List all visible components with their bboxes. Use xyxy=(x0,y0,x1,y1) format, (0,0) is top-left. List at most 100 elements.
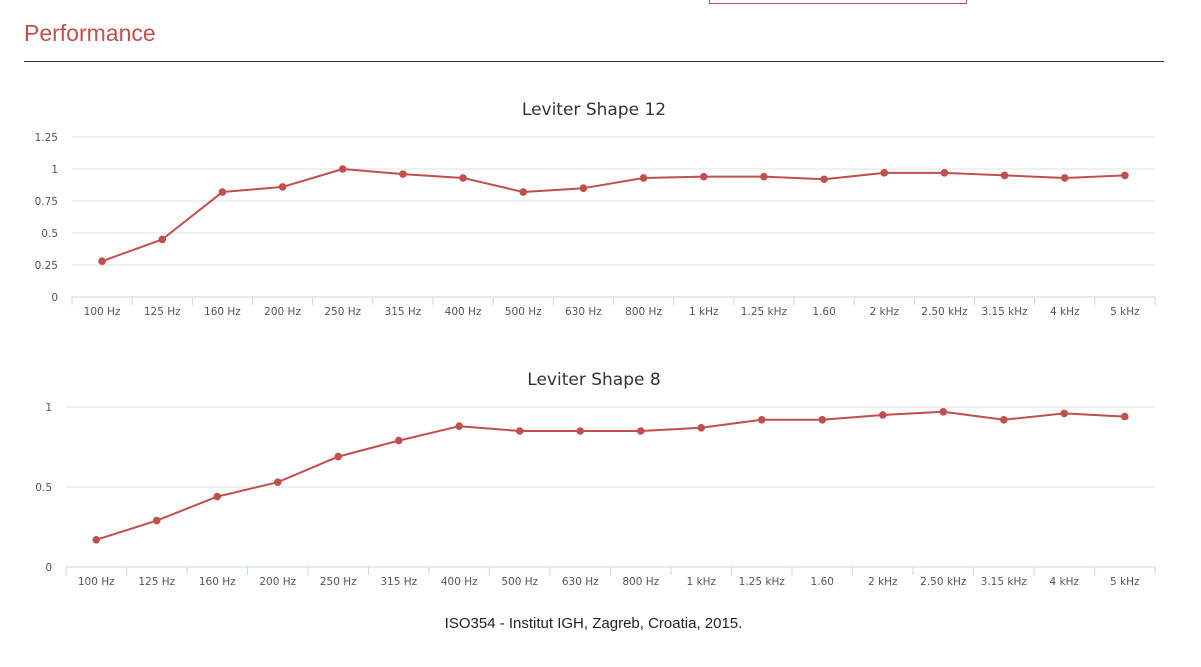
series-line xyxy=(101,168,1125,263)
x-tick-label: 2 kHz xyxy=(868,576,898,588)
data-point[interactable] xyxy=(760,172,768,181)
top-outlined-box xyxy=(709,0,967,4)
chart-leviter-shape-12: 0 0.25 0.5 0.75 1 1.25 100 Hz 125 Hz 160 Hz 200 … xyxy=(35,100,1156,318)
chart-y-axis: 0 0.25 0.5 0.75 1 1.25 xyxy=(35,132,58,304)
x-tick-label: 2.50 kHz xyxy=(921,306,968,318)
x-tick-label: 500 Hz xyxy=(505,306,542,318)
data-point[interactable] xyxy=(636,427,645,435)
chart-title: Leviter Shape 12 xyxy=(522,100,666,120)
chart-leviter-shape-8: 00.51 100 Hz 125 Hz 160 Hz 200 Hz 250 Hz 315 … xyxy=(35,370,1156,588)
x-tick-label: 630 Hz xyxy=(562,576,599,588)
x-tick-label: 2.50 kHz xyxy=(920,576,967,588)
x-tick-label: 1.25 kHz xyxy=(741,306,788,318)
chart-series xyxy=(98,165,1129,265)
data-point[interactable] xyxy=(939,408,948,416)
data-point[interactable] xyxy=(940,169,949,177)
data-point[interactable] xyxy=(98,257,106,265)
y-tick-label: 0 xyxy=(45,562,52,574)
x-tick-label: 125 Hz xyxy=(144,306,181,318)
x-tick-label: 1 kHz xyxy=(689,306,719,318)
chart-y-axis: 00.51 xyxy=(35,402,52,574)
data-point[interactable] xyxy=(757,416,766,424)
chart-series xyxy=(92,408,1129,544)
y-tick-label: 1 xyxy=(45,402,52,414)
data-point[interactable] xyxy=(1060,409,1069,418)
x-tick-label: 1.25 kHz xyxy=(739,576,786,588)
data-point[interactable] xyxy=(334,452,343,461)
x-tick-label: 160 Hz xyxy=(199,576,236,588)
y-tick-label: 1.25 xyxy=(35,132,58,144)
x-tick-label: 200 Hz xyxy=(259,576,296,588)
x-tick-label: 5 kHz xyxy=(1110,306,1140,318)
x-tick-label: 315 Hz xyxy=(385,306,422,318)
x-tick-label: 250 Hz xyxy=(324,306,361,318)
x-tick-label: 250 Hz xyxy=(320,576,357,588)
data-point[interactable] xyxy=(152,516,161,525)
x-tick-label: 3.15 kHz xyxy=(981,576,1028,588)
y-tick-label: 0.5 xyxy=(35,482,52,494)
data-point[interactable] xyxy=(519,188,528,196)
data-point[interactable] xyxy=(820,175,828,184)
data-point[interactable] xyxy=(697,424,706,432)
data-point[interactable] xyxy=(880,169,889,177)
data-point[interactable] xyxy=(1000,171,1009,180)
x-tick-label: 400 Hz xyxy=(441,576,478,588)
data-point[interactable] xyxy=(579,184,588,192)
x-tick-label: 800 Hz xyxy=(625,306,662,318)
data-point[interactable] xyxy=(1120,412,1129,421)
chart-title: Leviter Shape 8 xyxy=(527,370,660,390)
x-tick-label: 5 kHz xyxy=(1110,576,1140,588)
page-title: Performance xyxy=(24,20,156,46)
x-tick-label: 800 Hz xyxy=(622,576,659,588)
data-point[interactable] xyxy=(278,183,287,191)
data-point[interactable] xyxy=(92,536,101,544)
x-tick-label: 160 Hz xyxy=(204,306,241,318)
data-point[interactable] xyxy=(1060,174,1069,182)
chart-x-axis xyxy=(71,296,1156,305)
data-point[interactable] xyxy=(639,174,648,182)
data-point[interactable] xyxy=(455,422,464,430)
chart-x-tick-labels: 100 Hz 125 Hz 160 Hz 200 Hz 250 Hz 315 Hz 400 … xyxy=(84,306,1140,318)
data-point[interactable] xyxy=(273,478,282,486)
chart-x-tick-labels: 100 Hz 125 Hz 160 Hz 200 Hz 250 Hz 315 Hz 400 … xyxy=(78,576,1140,588)
data-point[interactable] xyxy=(218,188,227,196)
data-point[interactable] xyxy=(213,492,222,501)
x-tick-label: 315 Hz xyxy=(380,576,417,588)
y-tick-label: 0.75 xyxy=(35,196,58,208)
data-point[interactable] xyxy=(1121,171,1129,180)
chart-grid xyxy=(66,406,1155,488)
chart-x-axis xyxy=(65,566,1156,575)
title-divider xyxy=(24,61,1164,62)
x-tick-label: 630 Hz xyxy=(565,306,602,318)
data-point[interactable] xyxy=(515,427,524,435)
series-line xyxy=(95,410,1125,541)
data-point[interactable] xyxy=(338,165,347,173)
x-tick-label: 100 Hz xyxy=(78,576,115,588)
x-tick-label: 125 Hz xyxy=(138,576,175,588)
x-tick-label: 4 kHz xyxy=(1049,576,1079,588)
data-point[interactable] xyxy=(878,411,887,419)
x-tick-label: 1.60 xyxy=(811,576,834,588)
x-tick-label: 2 kHz xyxy=(869,306,899,318)
data-point[interactable] xyxy=(818,416,827,424)
x-tick-label: 1.60 xyxy=(812,306,835,318)
data-point[interactable] xyxy=(158,235,167,244)
source-note: ISO354 - Institut IGH, Zagreb, Croatia, … xyxy=(444,615,743,632)
y-tick-label: 1 xyxy=(51,164,58,176)
data-point[interactable] xyxy=(459,174,467,182)
x-tick-label: 100 Hz xyxy=(84,306,121,318)
data-point[interactable] xyxy=(999,416,1008,424)
data-point[interactable] xyxy=(394,436,403,445)
x-tick-label: 500 Hz xyxy=(501,576,538,588)
x-tick-label: 1 kHz xyxy=(686,576,716,588)
y-tick-label: 0.5 xyxy=(41,228,58,240)
data-point[interactable] xyxy=(576,427,585,435)
x-tick-label: 200 Hz xyxy=(264,306,301,318)
chart-grid xyxy=(72,136,1155,266)
data-point[interactable] xyxy=(699,172,708,181)
y-tick-label: 0.25 xyxy=(35,260,58,272)
x-tick-label: 3.15 kHz xyxy=(981,306,1028,318)
y-tick-label: 0 xyxy=(51,292,58,304)
x-tick-label: 4 kHz xyxy=(1050,306,1080,318)
data-point[interactable] xyxy=(399,170,407,178)
